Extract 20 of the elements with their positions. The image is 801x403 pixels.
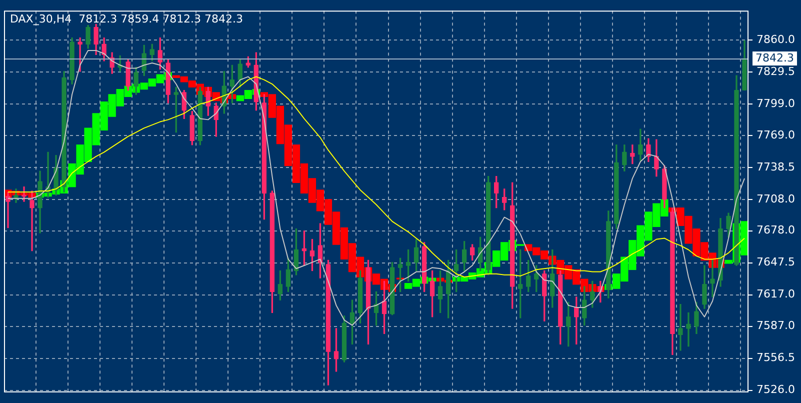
y-tick-label: 7678.0 xyxy=(756,224,796,237)
y-tick-label: 7526.0 xyxy=(756,383,796,396)
y-tick-label: 7708.0 xyxy=(756,192,796,206)
candlestick xyxy=(30,190,34,252)
candlestick xyxy=(630,144,635,164)
y-tick-label: 7799.0 xyxy=(756,96,796,110)
ref-line-label: 7842.3 xyxy=(756,51,794,64)
y-tick-label: 7617.0 xyxy=(756,288,796,301)
y-tick-label: 7738.5 xyxy=(756,160,796,174)
candlestick xyxy=(686,312,691,347)
candlestick xyxy=(678,304,683,351)
candlestick xyxy=(22,186,26,202)
y-tick-label: 7556.5 xyxy=(756,351,796,364)
y-tick-label: 7769.0 xyxy=(756,128,796,142)
candlestick xyxy=(6,192,10,228)
chart-title: DAX_30,H4 7812.3 7859.4 7812.3 7842.3 xyxy=(10,12,244,26)
y-tick-label: 7647.5 xyxy=(756,256,796,269)
y-tick-label: 7587.0 xyxy=(756,319,796,332)
y-tick-label: 7829.5 xyxy=(756,64,796,78)
y-tick-label: 7860.0 xyxy=(756,32,796,46)
